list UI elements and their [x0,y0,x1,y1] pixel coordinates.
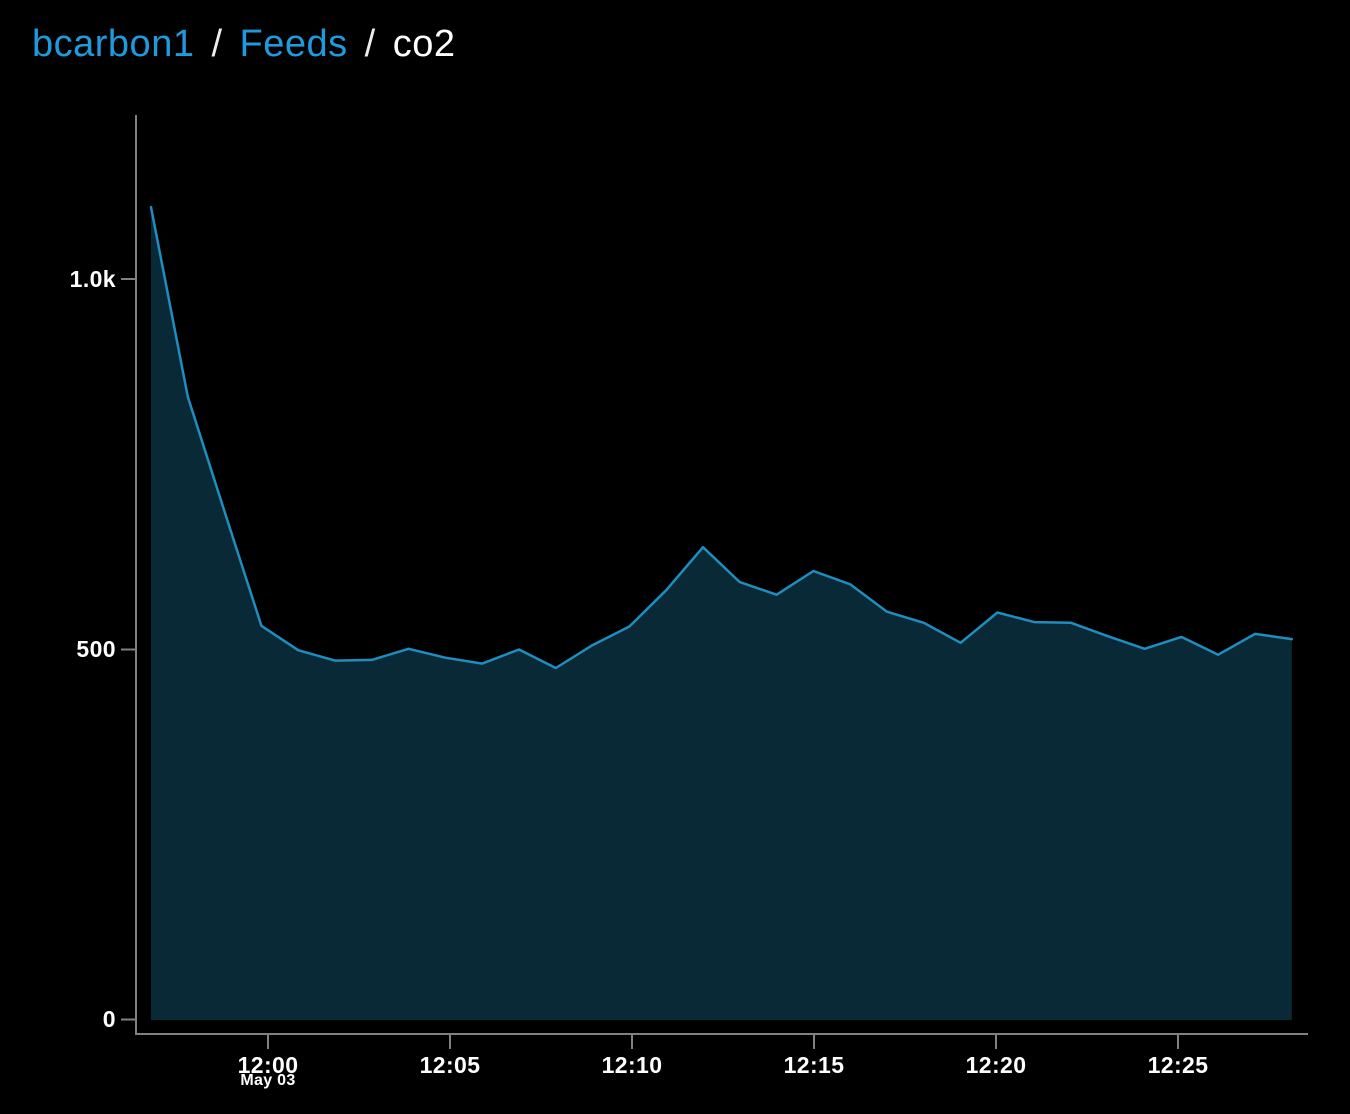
x-axis-label-1200: 12:00 [237,1052,299,1078]
co2-area [151,207,1292,1021]
x-axis-label-1215: 12:15 [783,1052,845,1078]
y-axis-label-500: 500 [76,636,116,662]
breadcrumb-username-link[interactable]: bcarbon1 [32,23,195,65]
breadcrumb: bcarbon1 / Feeds / co2 [32,20,456,68]
breadcrumb-separator: / [364,23,376,65]
co2-line [149,205,1294,670]
y-axis-label-0: 0 [102,1006,116,1032]
x-axis-date-label: May 03 [240,1072,296,1089]
y-axis-label-1k: 1.0k [69,266,116,292]
breadcrumb-separator: / [211,23,223,65]
x-axis-label-1210: 12:10 [601,1052,663,1078]
breadcrumb-feed-name: co2 [392,23,456,65]
x-axis-label-1225: 12:25 [1147,1052,1209,1078]
breadcrumb-feeds-link[interactable]: Feeds [239,23,348,65]
x-axis-label-1220: 12:20 [965,1052,1027,1078]
x-axis-label-1205: 12:05 [419,1052,481,1078]
